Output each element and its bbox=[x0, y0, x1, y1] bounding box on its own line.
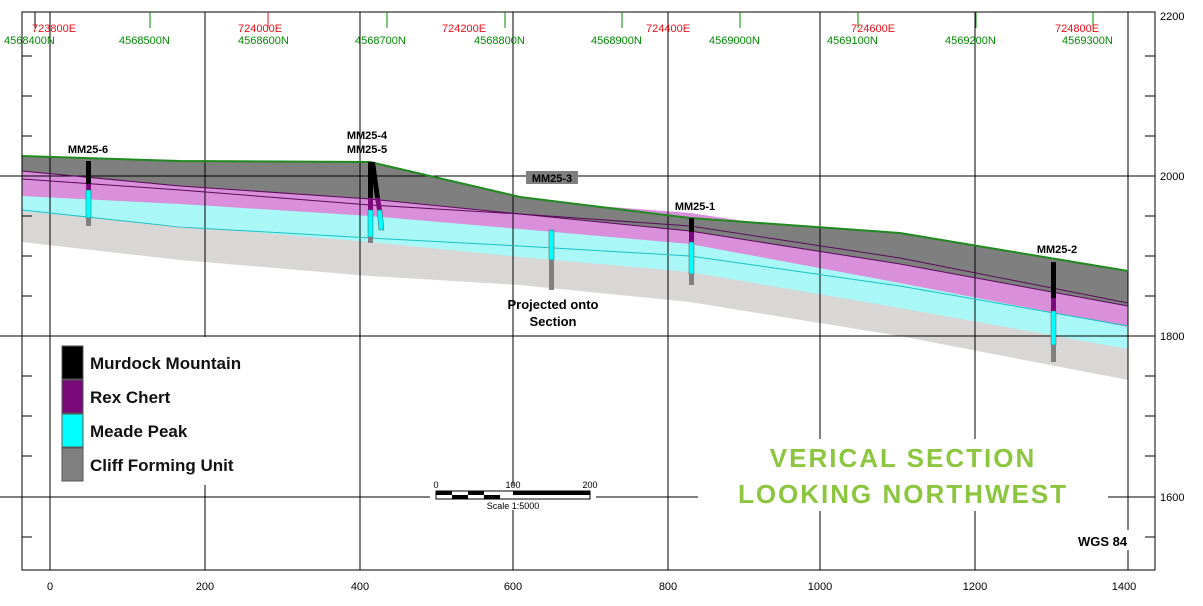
easting-label: 724200E bbox=[442, 23, 486, 35]
scale-bar: 0 100 200 Scale 1:5000 bbox=[430, 480, 598, 511]
drill-hole-mm25-6 bbox=[85, 161, 92, 226]
y-tick-label: 1600 bbox=[1160, 492, 1184, 504]
datum-label-box: WGS 84 bbox=[1072, 530, 1132, 550]
legend-swatch-cliff bbox=[61, 447, 84, 482]
x-tick-label: 800 bbox=[659, 581, 677, 593]
drill-hole-label: MM25-3 bbox=[532, 173, 572, 185]
scale-tick-label: 100 bbox=[505, 480, 520, 490]
northing-label: 4569200N bbox=[945, 35, 996, 47]
legend-swatch-rex bbox=[61, 379, 84, 414]
legend-label: Cliff Forming Unit bbox=[90, 456, 234, 475]
northing-label: 4568500N bbox=[119, 35, 170, 47]
northing-label: 4568800N bbox=[474, 35, 525, 47]
x-tick-label: 0 bbox=[47, 581, 53, 593]
drill-holes bbox=[85, 161, 1057, 362]
legend-swatch-meade bbox=[61, 413, 84, 448]
easting-label: 724600E bbox=[851, 23, 895, 35]
easting-label: 724000E bbox=[238, 23, 282, 35]
northing-labels: 4568400N 4568500N 4568600N 4568700N 4568… bbox=[4, 35, 1113, 47]
legend-label: Meade Peak bbox=[90, 422, 188, 441]
projected-note-line: Projected onto bbox=[507, 297, 598, 312]
y-tick-label: 1800 bbox=[1160, 331, 1184, 343]
legend-box bbox=[51, 337, 283, 485]
projected-note-line: Section bbox=[530, 314, 577, 329]
title-line-2: LOOKING NORTHWEST bbox=[738, 479, 1068, 509]
rex-chert-layer bbox=[22, 170, 1128, 327]
x-tick-label: 1200 bbox=[963, 581, 987, 593]
drill-hole-mm25-5 bbox=[370, 162, 385, 231]
legend: Murdock Mountain Rex Chert Meade Peak Cl… bbox=[51, 337, 283, 485]
scale-tick-label: 200 bbox=[582, 480, 597, 490]
easting-labels: 723800E 724000E 724200E 724400E 724600E … bbox=[32, 23, 1099, 35]
drill-hole-label: MM25-1 bbox=[675, 201, 715, 213]
y-tick-label: 2200 bbox=[1160, 11, 1184, 23]
northing-label: 4569300N bbox=[1062, 35, 1113, 47]
drill-hole-label: MM25-6 bbox=[68, 144, 108, 156]
drill-hole-mm25-1 bbox=[688, 218, 695, 285]
datum-label: WGS 84 bbox=[1078, 534, 1128, 549]
northing-label: 4568900N bbox=[591, 35, 642, 47]
meade-peak-top-line bbox=[21, 178, 1129, 304]
drill-hole-labels: MM25-6 MM25-4 MM25-5 MM25-3 MM25-1 MM25-… bbox=[68, 130, 1077, 256]
drill-hole-label: MM25-4 bbox=[347, 130, 388, 142]
elevation-axis-labels: 1600 1800 2000 2200 bbox=[1160, 11, 1184, 504]
x-tick-label: 1000 bbox=[808, 581, 832, 593]
northing-label: 4569000N bbox=[709, 35, 760, 47]
section-title: VERICAL SECTION LOOKING NORTHWEST bbox=[698, 439, 1108, 511]
projected-note: Projected onto Section bbox=[507, 297, 598, 329]
scale-tick-label: 0 bbox=[433, 480, 438, 490]
scale-label: Scale 1:5000 bbox=[487, 501, 540, 511]
y-tick-label: 2000 bbox=[1160, 171, 1184, 183]
drill-hole-projected bbox=[548, 229, 555, 290]
easting-label: 724800E bbox=[1055, 23, 1099, 35]
legend-label: Rex Chert bbox=[90, 388, 171, 407]
northing-label: 4568400N bbox=[4, 35, 55, 47]
cliff-forming-unit-layer bbox=[22, 210, 1128, 380]
geology-layers bbox=[22, 156, 1128, 380]
section-frame bbox=[21, 11, 1156, 571]
cliff-top-line bbox=[21, 209, 1129, 327]
northing-label: 4568700N bbox=[355, 35, 406, 47]
top-ticks bbox=[34, 12, 1094, 28]
drill-hole-mm25-4 bbox=[367, 162, 374, 243]
topography-line bbox=[21, 155, 1129, 272]
drill-hole-mm25-2 bbox=[1050, 262, 1057, 362]
x-tick-label: 1400 bbox=[1112, 581, 1136, 593]
x-tick-label: 200 bbox=[196, 581, 214, 593]
x-tick-label: 400 bbox=[351, 581, 369, 593]
boundary-lines bbox=[21, 155, 1129, 327]
legend-label: Murdock Mountain bbox=[90, 354, 241, 373]
x-tick-label: 600 bbox=[504, 581, 522, 593]
title-line-1: VERICAL SECTION bbox=[770, 443, 1036, 473]
legend-swatch-murdock bbox=[61, 345, 84, 380]
drill-hole-label: MM25-2 bbox=[1037, 244, 1077, 256]
drill-hole-label: MM25-5 bbox=[347, 144, 387, 156]
northing-label: 4568600N bbox=[238, 35, 289, 47]
meade-peak-layer bbox=[22, 179, 1128, 349]
murdock-mountain-layer bbox=[22, 156, 1128, 306]
easting-label: 723800E bbox=[32, 23, 76, 35]
easting-label: 724400E bbox=[646, 23, 690, 35]
northing-label: 4569100N bbox=[827, 35, 878, 47]
side-ticks bbox=[22, 55, 1155, 538]
distance-axis-labels: 0 200 400 600 800 1000 1200 1400 bbox=[47, 581, 1136, 593]
